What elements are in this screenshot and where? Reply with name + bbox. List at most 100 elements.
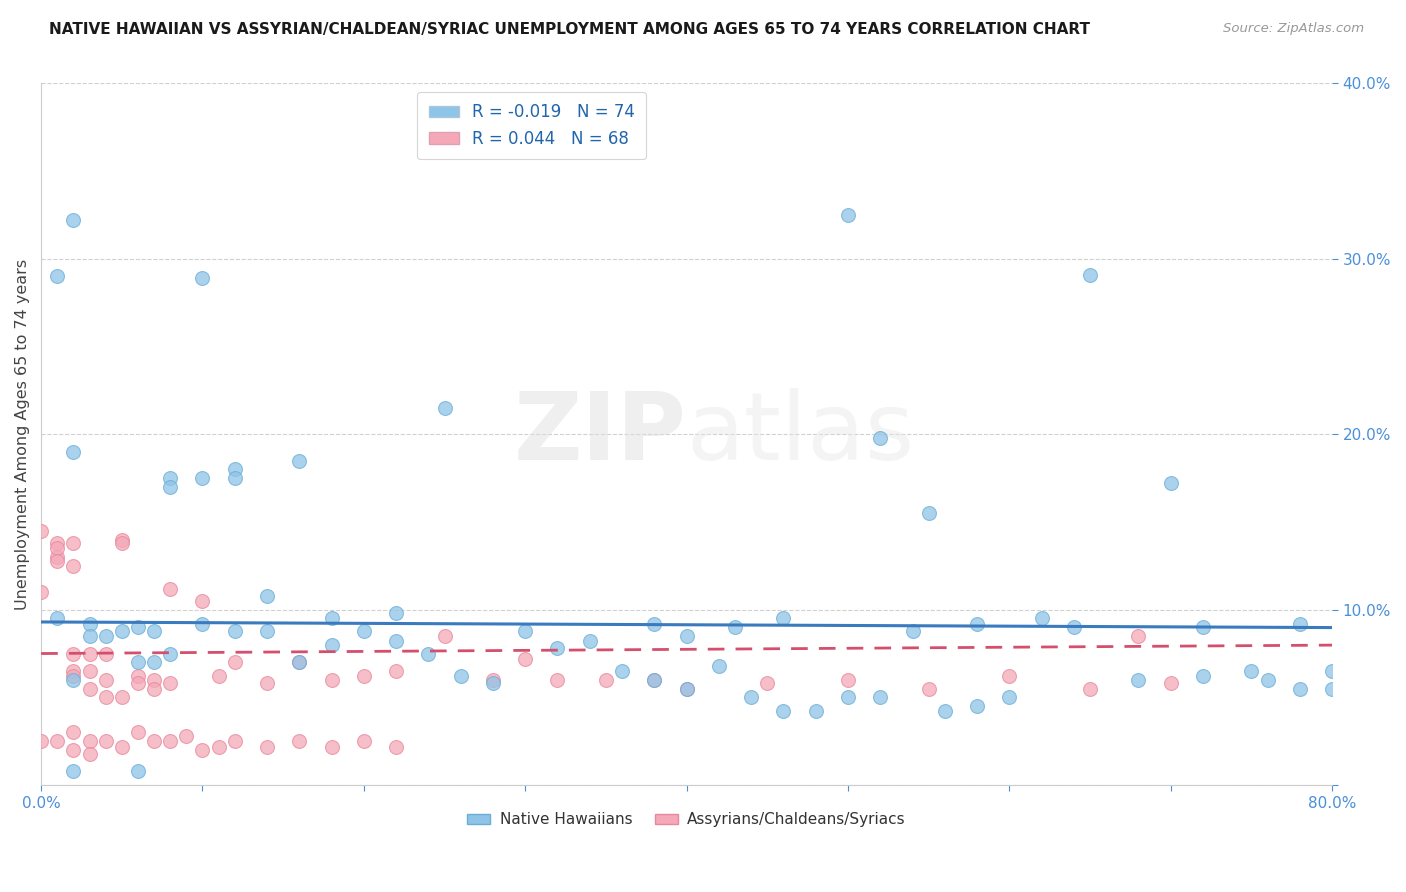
Point: [1320, 681, 1343, 696]
Point: [46, 550, 69, 565]
Point: [191, 271, 214, 285]
Point: [143, 624, 166, 638]
Point: [191, 471, 214, 485]
Point: [901, 624, 924, 638]
Point: [159, 734, 181, 748]
Point: [176, 729, 198, 743]
Point: [79, 664, 101, 678]
Point: [418, 647, 440, 661]
Point: [62, 673, 84, 687]
Legend: Native Hawaiians, Assyrians/Chaldeans/Syriacs: Native Hawaiians, Assyrians/Chaldeans/Sy…: [461, 806, 912, 834]
Point: [547, 673, 569, 687]
Point: [127, 764, 149, 778]
Point: [1063, 620, 1085, 634]
Point: [62, 743, 84, 757]
Point: [79, 629, 101, 643]
Point: [30, 585, 52, 599]
Point: [837, 690, 859, 705]
Point: [643, 616, 665, 631]
Point: [191, 743, 214, 757]
Point: [79, 647, 101, 661]
Point: [288, 453, 311, 467]
Point: [1192, 620, 1215, 634]
Point: [515, 652, 537, 666]
Point: [772, 611, 794, 625]
Point: [578, 634, 600, 648]
Point: [433, 401, 456, 415]
Point: [143, 673, 166, 687]
Point: [353, 624, 375, 638]
Point: [321, 638, 343, 652]
Text: Source: ZipAtlas.com: Source: ZipAtlas.com: [1223, 22, 1364, 36]
Point: [837, 208, 859, 222]
Point: [353, 734, 375, 748]
Point: [159, 471, 181, 485]
Point: [46, 269, 69, 284]
Point: [224, 734, 246, 748]
Point: [321, 673, 343, 687]
Point: [207, 669, 229, 683]
Point: [256, 624, 278, 638]
Point: [62, 725, 84, 739]
Point: [547, 641, 569, 656]
Point: [191, 616, 214, 631]
Point: [79, 734, 101, 748]
Point: [46, 541, 69, 556]
Point: [1192, 669, 1215, 683]
Point: [143, 734, 166, 748]
Point: [1257, 673, 1279, 687]
Point: [111, 536, 134, 550]
Point: [79, 747, 101, 761]
Point: [159, 647, 181, 661]
Text: atlas: atlas: [686, 388, 915, 480]
Point: [804, 705, 827, 719]
Point: [94, 734, 117, 748]
Point: [256, 676, 278, 690]
Point: [1240, 664, 1263, 678]
Point: [675, 681, 697, 696]
Point: [256, 589, 278, 603]
Point: [917, 506, 939, 520]
Point: [1078, 268, 1101, 282]
Point: [62, 445, 84, 459]
Point: [62, 536, 84, 550]
Point: [482, 676, 505, 690]
Point: [288, 734, 311, 748]
Point: [321, 739, 343, 754]
Point: [159, 582, 181, 596]
Point: [643, 673, 665, 687]
Point: [143, 655, 166, 669]
Point: [450, 669, 472, 683]
Point: [772, 705, 794, 719]
Point: [46, 553, 69, 567]
Point: [724, 620, 747, 634]
Point: [1288, 681, 1310, 696]
Point: [256, 739, 278, 754]
Point: [740, 690, 762, 705]
Point: [46, 734, 69, 748]
Point: [966, 616, 988, 631]
Point: [610, 664, 633, 678]
Point: [127, 620, 149, 634]
Point: [675, 681, 697, 696]
Point: [127, 669, 149, 683]
Text: NATIVE HAWAIIAN VS ASSYRIAN/CHALDEAN/SYRIAC UNEMPLOYMENT AMONG AGES 65 TO 74 YEA: NATIVE HAWAIIAN VS ASSYRIAN/CHALDEAN/SYR…: [49, 22, 1090, 37]
Point: [94, 673, 117, 687]
Point: [1128, 673, 1150, 687]
Point: [62, 558, 84, 573]
Point: [30, 524, 52, 538]
Point: [224, 462, 246, 476]
Point: [94, 690, 117, 705]
Point: [46, 536, 69, 550]
Point: [321, 611, 343, 625]
Point: [917, 681, 939, 696]
Point: [934, 705, 956, 719]
Point: [385, 664, 408, 678]
Point: [385, 634, 408, 648]
Y-axis label: Unemployment Among Ages 65 to 74 years: Unemployment Among Ages 65 to 74 years: [15, 259, 30, 610]
Point: [46, 611, 69, 625]
Point: [1288, 616, 1310, 631]
Point: [127, 725, 149, 739]
Point: [1078, 681, 1101, 696]
Point: [111, 690, 134, 705]
